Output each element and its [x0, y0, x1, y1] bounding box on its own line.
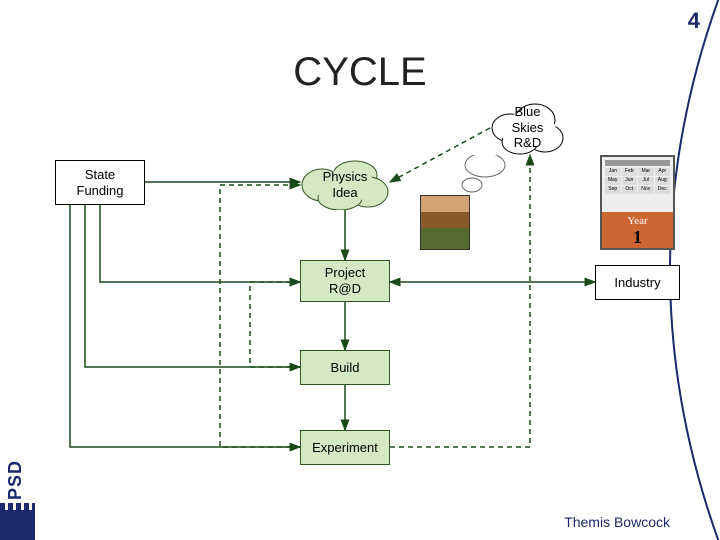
psd-label: PSD	[5, 460, 26, 500]
node-state-funding: State Funding	[55, 160, 145, 205]
node-industry: Industry	[595, 265, 680, 300]
footer-author: Themis Bowcock	[564, 514, 670, 530]
page-title: CYCLE	[293, 50, 426, 95]
node-build: Build	[300, 350, 390, 385]
calendar-icon: JanFebMarAprMayJunJulAugSepOctNovDec Yea…	[600, 155, 675, 250]
node-experiment: Experiment	[300, 430, 390, 465]
castle-icon	[0, 510, 35, 540]
node-physics-idea: Physics Idea	[300, 160, 390, 210]
calendar-year-number: 1	[602, 227, 673, 248]
node-project-rd: Project R@D	[300, 260, 390, 302]
calendar-year-label: Year	[602, 215, 673, 227]
node-blue-skies: Blue Skies R&D	[490, 100, 565, 155]
page-number: 4	[688, 8, 700, 34]
thinking-person-icon	[420, 195, 470, 250]
